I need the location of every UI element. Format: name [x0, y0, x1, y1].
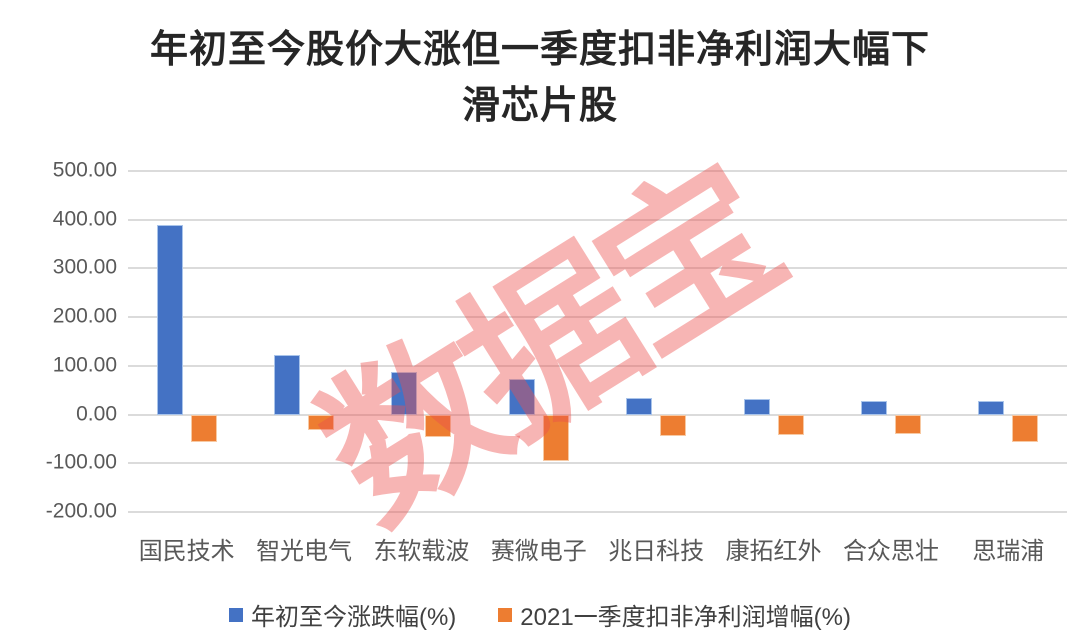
orange-bar-7: [1012, 414, 1039, 443]
y-tick-label: 100.00: [52, 353, 117, 377]
legend: 年初至今涨跌幅(%) 2021一季度扣非净利润增幅(%): [0, 597, 1080, 632]
gridline-100: [128, 364, 1067, 367]
y-tick-label: 500.00: [52, 158, 117, 182]
y-tick-label: 0.00: [76, 402, 117, 426]
legend-swatch-orange: [498, 607, 513, 622]
blue-bar-6: [860, 400, 887, 415]
x-category-label: 智光电气: [256, 538, 353, 565]
chart-title: 年初至今股价大涨但一季度扣非净利润大幅下 滑芯片股: [0, 22, 1080, 134]
x-category-label: 东软载波: [373, 538, 470, 565]
blue-bar-4: [626, 397, 653, 415]
orange-bar-6: [894, 414, 921, 435]
y-tick-label: 300.00: [52, 255, 117, 279]
orange-bar-1: [308, 414, 335, 430]
gridline-500: [128, 170, 1067, 172]
blue-bar-2: [391, 372, 418, 415]
blue-bar-1: [274, 355, 301, 415]
x-category-label: 国民技术: [138, 538, 235, 565]
orange-bar-5: [777, 414, 804, 436]
gridline--200: [128, 511, 1067, 513]
orange-bar-3: [542, 414, 569, 461]
y-tick-label: -100.00: [45, 450, 117, 474]
watermark-text: 数据宝: [291, 136, 806, 557]
y-tick-label: 400.00: [52, 207, 117, 231]
blue-bar-5: [743, 399, 770, 415]
legend-swatch-blue: [228, 607, 243, 622]
gridline-400: [128, 218, 1067, 221]
legend-label-ytd-change: 年初至今涨跌幅(%): [250, 604, 457, 631]
orange-bar-4: [660, 414, 687, 436]
orange-bar-0: [190, 414, 217, 443]
x-category-label: 思瑞浦: [972, 538, 1045, 565]
legend-item-q1-profit: 2021一季度扣非净利润增幅(%): [498, 597, 851, 632]
y-tick-label: -200.00: [45, 499, 117, 523]
blue-bar-7: [978, 401, 1005, 415]
gridline-0: [128, 413, 1067, 416]
gridline-200: [128, 316, 1067, 319]
y-tick-label: 200.00: [52, 304, 117, 328]
blue-bar-0: [156, 224, 183, 415]
chart-title-line2: 滑芯片股: [461, 85, 618, 127]
blue-bar-3: [508, 379, 535, 415]
gridline-300: [128, 267, 1067, 270]
x-category-label: 康拓红外: [725, 538, 822, 565]
x-category-label: 赛微电子: [490, 538, 587, 565]
legend-label-q1-profit: 2021一季度扣非净利润增幅(%): [520, 604, 852, 631]
legend-item-ytd-change: 年初至今涨跌幅(%): [228, 597, 457, 632]
x-category-label: 兆日科技: [608, 538, 705, 565]
chart-title-line1: 年初至今股价大涨但一季度扣非净利润大幅下: [149, 29, 930, 71]
orange-bar-2: [425, 414, 452, 437]
x-category-label: 合众思壮: [842, 538, 939, 565]
gridline--100: [128, 462, 1067, 465]
